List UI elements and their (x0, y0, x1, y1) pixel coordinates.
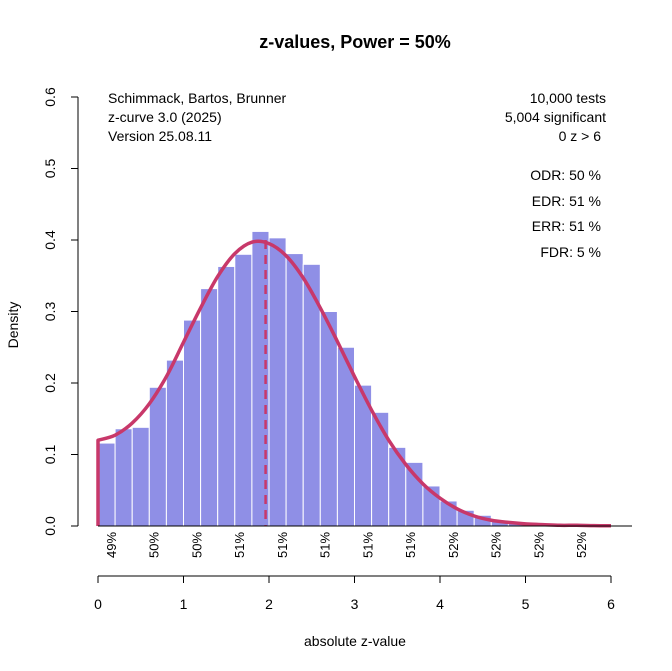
x-tick-label: 5 (522, 596, 530, 612)
histogram-bar (148, 386, 167, 527)
power-label: 50% (189, 532, 204, 558)
y-tick-label: 0.6 (42, 87, 58, 107)
power-label: 52% (489, 532, 504, 558)
stat-fdr: FDR: 5 % (540, 244, 601, 260)
histogram-bar (183, 319, 202, 527)
x-axis-label: absolute z-value (304, 633, 406, 649)
histogram-bar (319, 311, 338, 527)
density-curve (96, 239, 612, 528)
info-right-3: 0 z > 6 (559, 128, 602, 144)
power-label: 49% (104, 532, 119, 558)
power-labels: 49% 50% 50% 51% 51% 51% 51% 51% 52% 52% 52% 52% (104, 532, 589, 558)
y-tick-label: 0.4 (42, 230, 58, 250)
y-axis-label: Density (5, 302, 21, 349)
info-left-1: Schimmack, Bartos, Brunner (108, 90, 287, 106)
histogram-bar (285, 253, 304, 527)
histogram-bar (234, 253, 253, 527)
power-label: 51% (318, 532, 333, 558)
x-tick-label: 2 (265, 596, 273, 612)
histogram-bar (405, 461, 424, 527)
histogram-bar (217, 265, 236, 527)
x-tick-label: 1 (180, 596, 188, 612)
info-left-3: Version 25.08.11 (108, 128, 212, 144)
power-label: 51% (232, 532, 247, 558)
histogram-bar (97, 442, 116, 527)
power-label: 51% (403, 532, 418, 558)
info-right-1: 10,000 tests (530, 90, 606, 106)
histogram-bar (114, 428, 133, 527)
chart-title: z-values, Power = 50% (259, 32, 451, 52)
power-label: 52% (446, 532, 461, 558)
y-tick-label: 0.2 (42, 373, 58, 393)
power-label: 52% (531, 532, 546, 558)
x-tick-label: 6 (607, 596, 615, 612)
histogram-bar (268, 237, 287, 527)
power-label: 52% (574, 532, 589, 558)
x-tick-label: 0 (94, 596, 102, 612)
histogram-bar (371, 411, 390, 527)
power-label: 51% (360, 532, 375, 558)
power-label: 51% (275, 532, 290, 558)
y-tick-label: 0.3 (42, 302, 58, 322)
histogram-bar (200, 288, 219, 527)
stat-err: ERR: 51 % (532, 218, 601, 234)
histogram-bar (131, 426, 150, 527)
info-left-2: z-curve 3.0 (2025) (108, 109, 222, 125)
y-tick-label: 0.5 (42, 159, 58, 179)
histogram-bars (97, 230, 612, 527)
info-right-2: 5,004 significant (505, 109, 606, 125)
axes: 0.0 0.1 0.2 0.3 0.4 0.5 0.6 0 1 2 3 4 5 6 (42, 87, 632, 612)
y-tick-label: 0.1 (42, 445, 58, 465)
stat-odr: ODR: 50 % (530, 167, 601, 183)
power-label: 50% (147, 532, 162, 558)
stat-edr: EDR: 51 % (532, 193, 601, 209)
x-tick-label: 4 (436, 596, 444, 612)
y-tick-label: 0.0 (42, 516, 58, 536)
x-tick-label: 3 (351, 596, 359, 612)
histogram-bar (165, 359, 184, 527)
